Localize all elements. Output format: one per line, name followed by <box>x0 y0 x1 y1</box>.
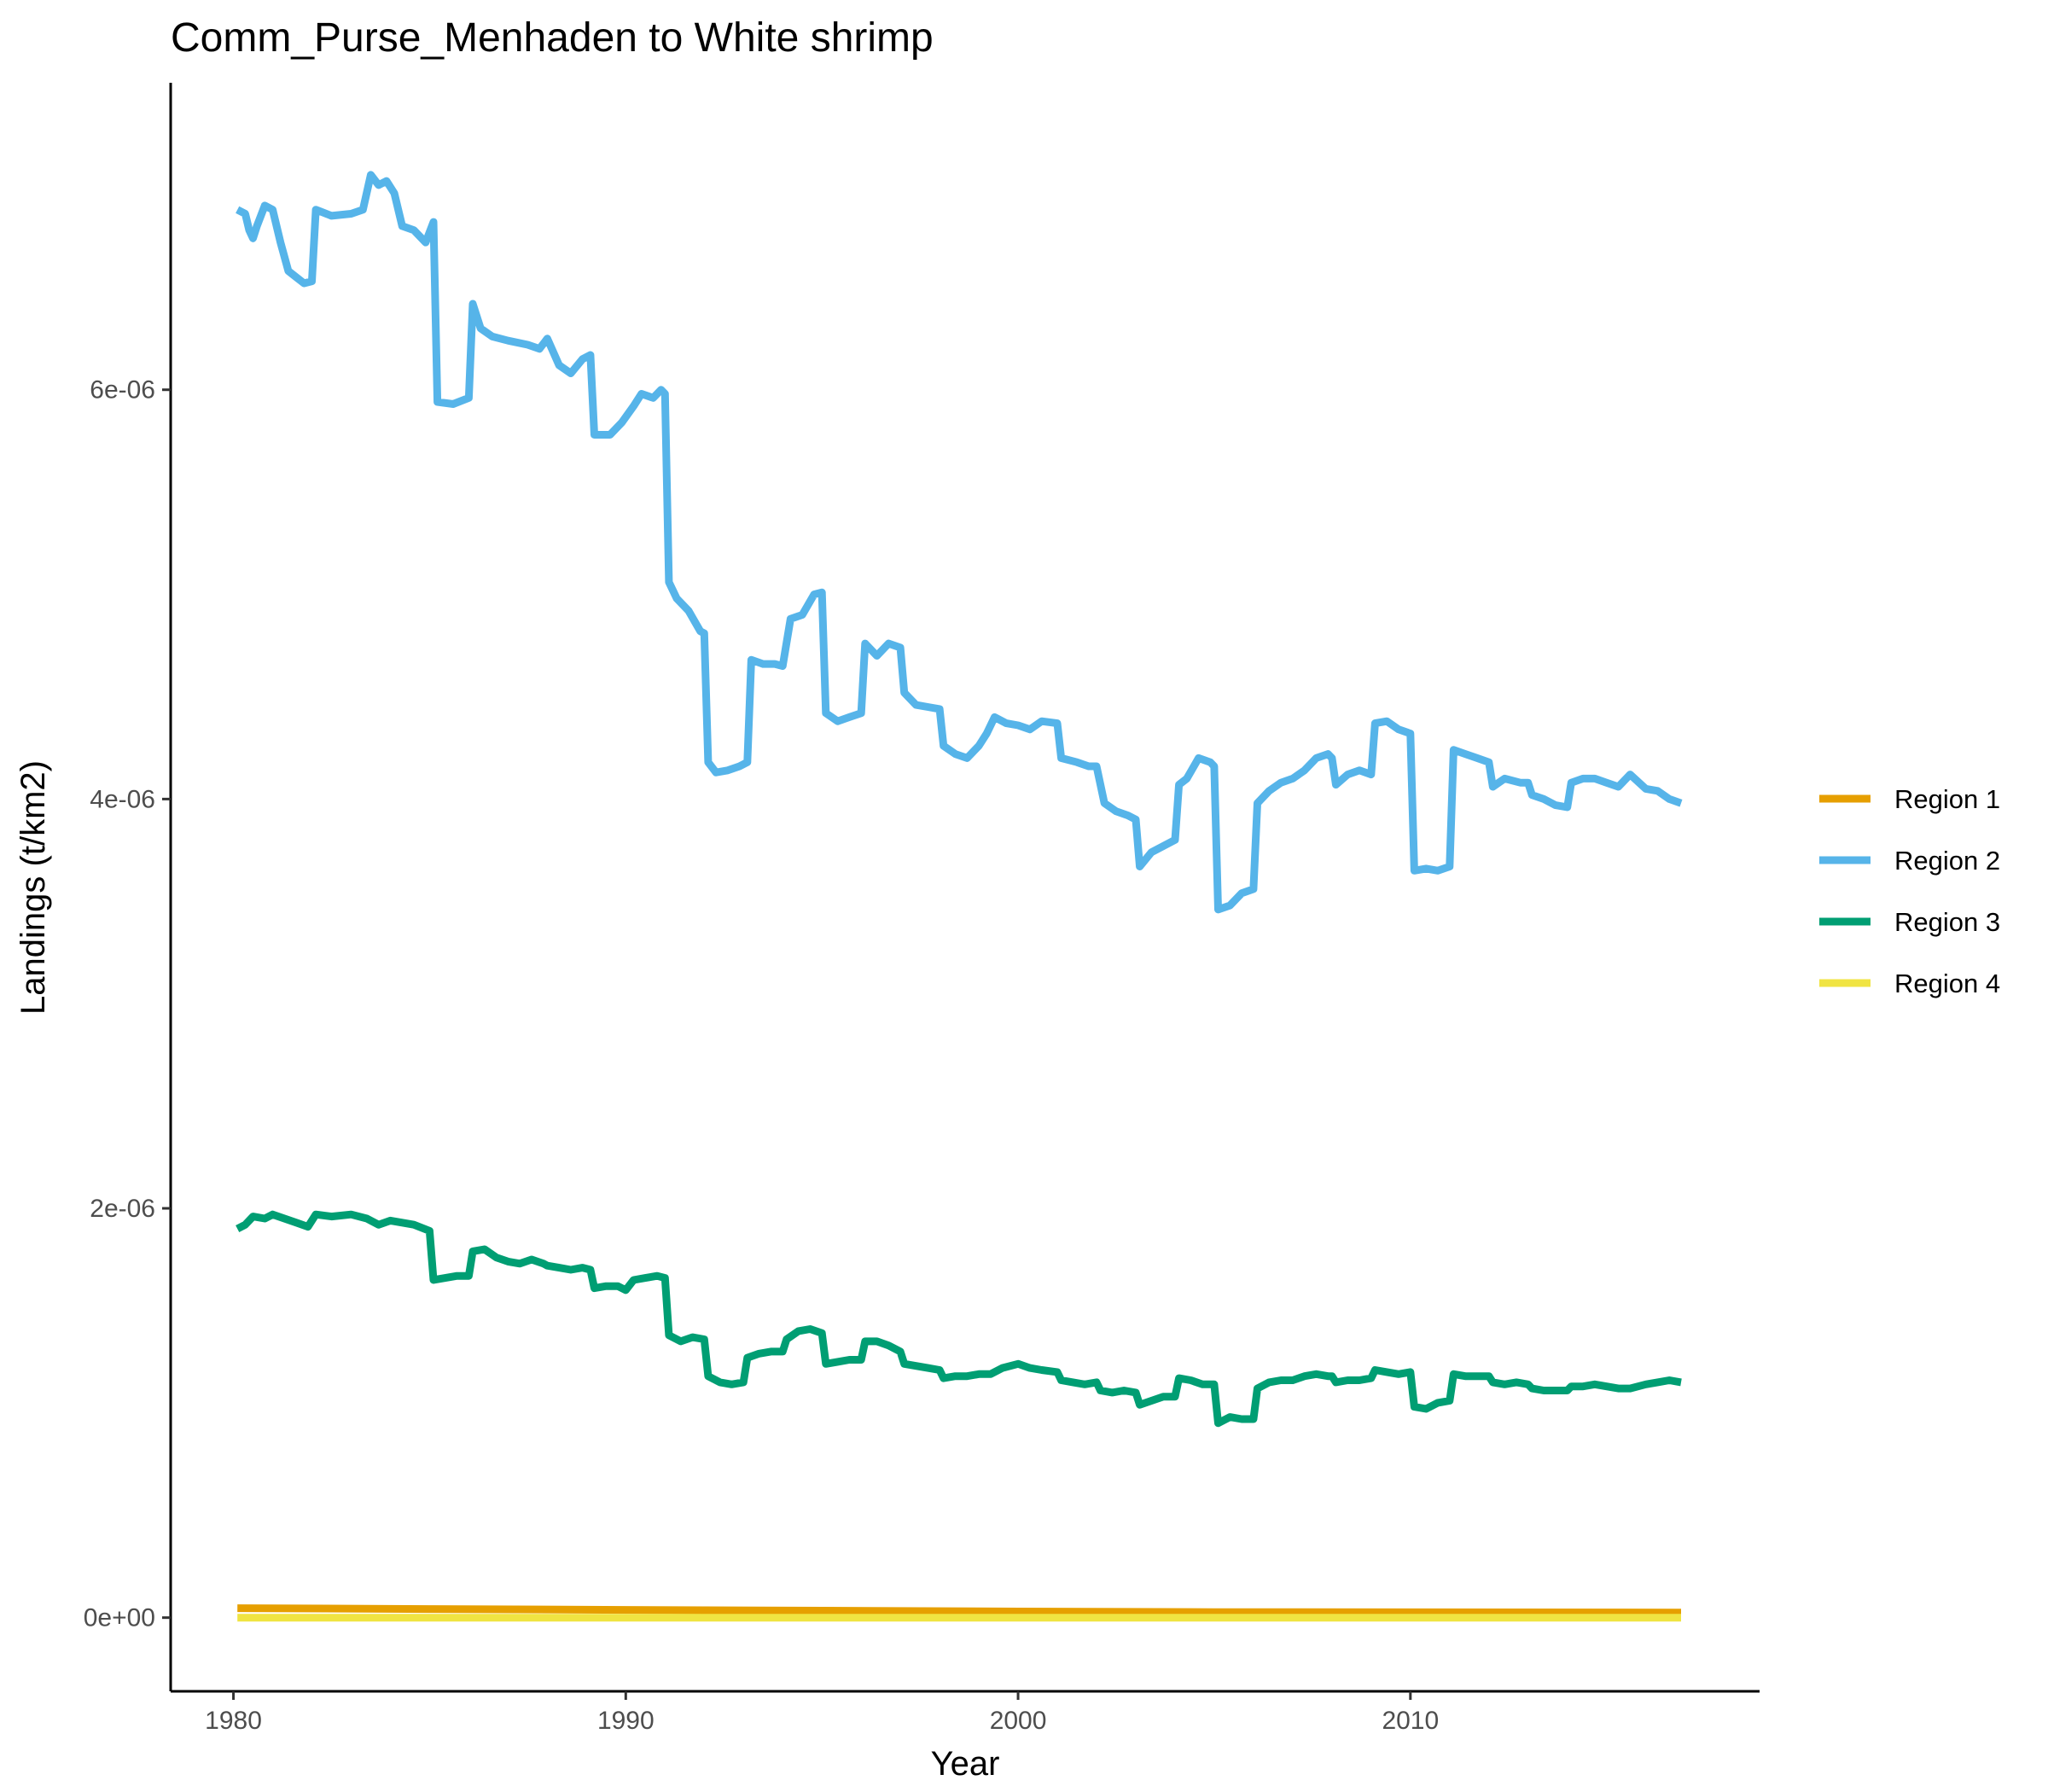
y-tick-label: 6e-06 <box>90 376 155 404</box>
legend: Region 1 Region 2 Region 3 Region 4 <box>1819 784 2000 998</box>
x-axis-title: Year <box>931 1745 1000 1783</box>
y-tick-label: 0e+00 <box>84 1604 155 1632</box>
chart-title: Comm_Purse_Menhaden to White shrimp <box>171 15 934 61</box>
x-tick-label: 1990 <box>597 1707 655 1735</box>
legend-label-region-3: Region 3 <box>1894 907 2000 937</box>
legend-label-region-4: Region 4 <box>1894 969 2000 998</box>
x-tick-label: 2010 <box>1382 1707 1439 1735</box>
plot-area <box>236 171 1683 1622</box>
x-tick-label: 2000 <box>990 1707 1047 1735</box>
y-tick-label: 4e-06 <box>90 785 155 813</box>
x-tick-label: 1980 <box>205 1707 262 1735</box>
x-axis-ticks: 1980 1990 2000 2010 <box>205 1691 1439 1735</box>
series-line-region-3 <box>236 1210 1682 1428</box>
legend-label-region-1: Region 1 <box>1894 784 2000 814</box>
series-line-region-2 <box>236 171 1683 914</box>
y-axis-title: Landings (t/km2) <box>15 760 52 1015</box>
series-line-region-1 <box>237 1604 1682 1617</box>
y-axis-ticks: 0e+00 2e-06 4e-06 6e-06 <box>84 376 171 1632</box>
y-tick-label: 2e-06 <box>90 1195 155 1223</box>
legend-label-region-2: Region 2 <box>1894 846 2000 876</box>
